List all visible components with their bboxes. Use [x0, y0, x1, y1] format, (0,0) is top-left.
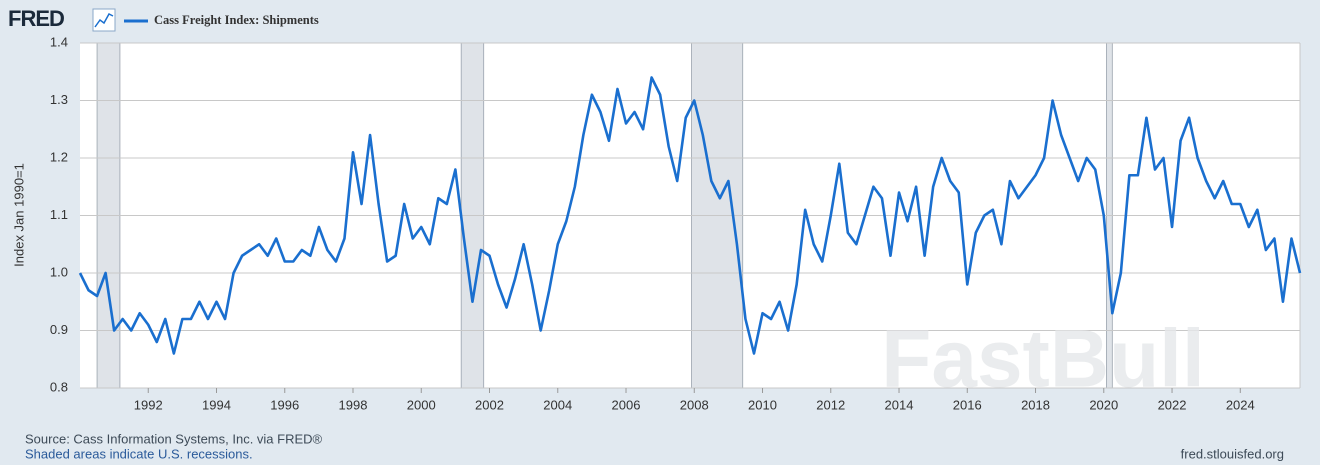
- x-tick-label: 2024: [1226, 397, 1255, 412]
- logo-icon: [92, 8, 116, 32]
- source: Source: Cass Information Systems, Inc. v…: [25, 431, 323, 446]
- x-tick-label: 2000: [407, 397, 436, 412]
- y-tick-label: 0.9: [50, 322, 68, 337]
- y-tick-label: 1.1: [50, 207, 68, 222]
- logo: FRED: [8, 6, 64, 31]
- y-tick-label: 1.3: [50, 92, 68, 107]
- x-tick-label: 1996: [270, 397, 299, 412]
- x-tick-label: 1998: [339, 397, 368, 412]
- x-tick-label: 2020: [1089, 397, 1118, 412]
- y-axis-label: Index Jan 1990=1: [11, 163, 26, 267]
- site-url: fred.stlouisfed.org: [1181, 446, 1284, 461]
- x-tick-label: 2008: [680, 397, 709, 412]
- x-tick-label: 2022: [1158, 397, 1187, 412]
- y-tick-label: 1.0: [50, 264, 68, 279]
- x-tick-label: 2006: [612, 397, 641, 412]
- y-tick-label: 1.2: [50, 149, 68, 164]
- x-tick-label: 2010: [748, 397, 777, 412]
- watermark: FastBull: [881, 314, 1204, 405]
- x-tick-label: 2016: [953, 397, 982, 412]
- x-tick-label: 1992: [134, 397, 163, 412]
- x-tick-label: 2004: [543, 397, 572, 412]
- y-tick-label: 0.8: [50, 379, 68, 394]
- x-tick-label: 2002: [475, 397, 504, 412]
- x-tick-label: 2018: [1021, 397, 1050, 412]
- x-tick-label: 1994: [202, 397, 231, 412]
- series-line: [78, 76, 1302, 355]
- legend-label: Cass Freight Index: Shipments: [154, 13, 319, 27]
- x-tick-label: 2014: [885, 397, 914, 412]
- x-tick-label: 2012: [816, 397, 845, 412]
- y-tick-label: 1.4: [50, 34, 68, 49]
- recession-note: Shaded areas indicate U.S. recessions.: [25, 446, 253, 461]
